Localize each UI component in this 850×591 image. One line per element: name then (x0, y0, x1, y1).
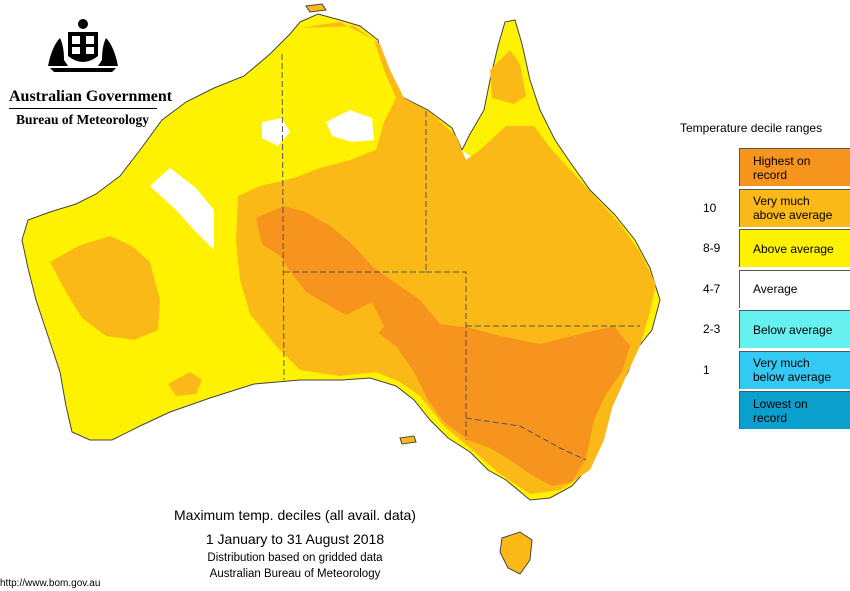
coat-of-arms-icon (48, 19, 118, 72)
map-note-distribution: Distribution based on gridded data (207, 552, 383, 564)
legend-item-rank: 2-3 (703, 322, 721, 336)
legend-item: Very much below average (739, 350, 850, 389)
tasmania (499, 531, 533, 575)
legend-item: Very much above average (739, 188, 850, 227)
very-much-above-west (50, 236, 160, 340)
legend-item: Lowest on record (739, 391, 850, 429)
legend-item-label: Very much above average (753, 194, 833, 222)
average-patch-topend (326, 110, 374, 142)
melville-island (305, 3, 327, 13)
average-patch-pilbara (150, 168, 214, 250)
map-title: Maximum temp. deciles (all avail. data) (174, 507, 416, 523)
legend-item-rank: 4-7 (703, 281, 721, 296)
very-much-above-cape (490, 50, 526, 104)
highest-on-record-band (256, 206, 630, 486)
legend-item: Highest on record (739, 148, 850, 186)
legend-item-label: Above average (753, 241, 834, 256)
legend-item-rank: 10 (703, 200, 717, 215)
map-period: 1 January to 31 August 2018 (205, 531, 385, 547)
decile-map (21, 3, 661, 575)
legend-item-label: Average (753, 282, 798, 296)
legend-item: Below average (739, 310, 850, 348)
legend-item-label: Below average (753, 322, 833, 337)
legend-item: Average (739, 269, 850, 308)
source-url[interactable]: http://www.bom.gov.au (0, 578, 101, 589)
map-note-source: Australian Bureau of Meteorology (209, 568, 381, 580)
bureau-name: Bureau of Meteorology (16, 112, 149, 127)
legend-item-label: Lowest on record (753, 396, 808, 425)
legend-item-label: Highest on record (753, 153, 811, 182)
legend-title: Temperature decile ranges (680, 121, 823, 135)
bom-logo: Australian Government Bureau of Meteorol… (0, 10, 173, 127)
government-name: Australian Government (9, 88, 173, 105)
legend-item-rank: 8-9 (703, 241, 721, 255)
very-much-above-southwest (168, 372, 202, 396)
kangaroo-island (399, 435, 417, 445)
state-borders (281, 53, 640, 461)
legend-item-rank: 1 (703, 362, 710, 377)
legend-item-label: Very much below average (753, 356, 832, 384)
yellow-patch-inner (340, 302, 384, 344)
logo-divider (9, 108, 157, 109)
legend-item: Above average (739, 229, 850, 267)
